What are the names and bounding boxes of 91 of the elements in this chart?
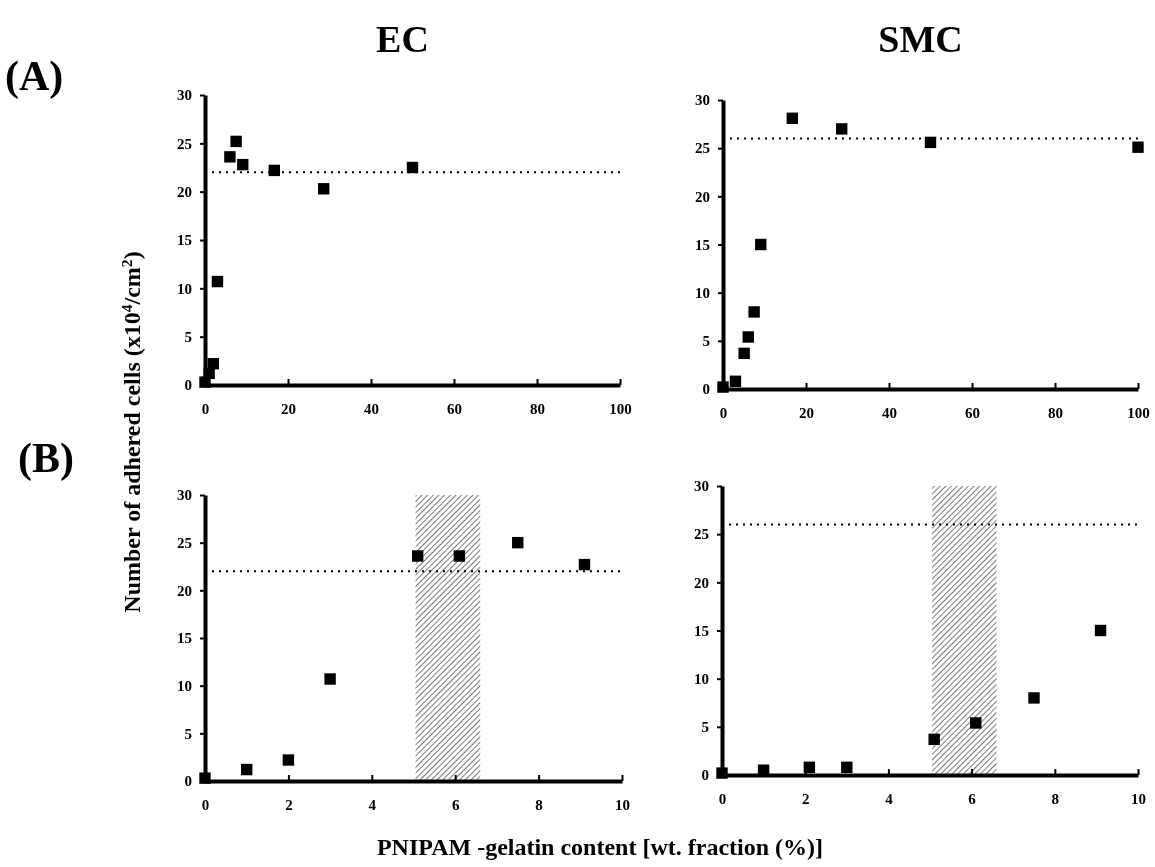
point	[928, 733, 940, 746]
y-tick-label: 15	[177, 630, 192, 647]
point	[803, 761, 816, 773]
point	[199, 772, 211, 784]
x-tick-label: 0	[718, 790, 727, 807]
y-tick-label: 25	[695, 140, 710, 157]
x-tick-label: 20	[799, 404, 814, 421]
x-axis-title: PNIPAM -gelatin content [wt. fraction (%)]	[376, 834, 824, 860]
y-tick-label: 0	[701, 767, 709, 784]
y-tick-label: 15	[694, 622, 709, 639]
y-tick-label: 10	[694, 670, 709, 687]
y-tick-label: 20	[695, 188, 710, 205]
point	[970, 717, 982, 729]
point	[317, 183, 330, 195]
point	[207, 358, 219, 370]
y-tick-label: 0	[184, 377, 192, 394]
y-tick-label: 10	[695, 284, 710, 301]
y-tick-label: 30	[177, 87, 192, 104]
point	[282, 754, 295, 766]
x-tick-label: 0	[719, 404, 728, 421]
point	[512, 536, 524, 549]
point	[729, 375, 742, 387]
y-tick-label: 30	[177, 487, 192, 504]
point	[237, 158, 249, 171]
x-tick-label: 0	[201, 796, 210, 813]
point	[268, 164, 281, 177]
y-tick-label: 5	[702, 333, 710, 350]
point	[1132, 141, 1144, 153]
point	[748, 306, 760, 318]
y-tick-label: 25	[177, 135, 192, 152]
y-tick-label: 20	[694, 574, 709, 591]
x-tick-label: 0	[201, 400, 210, 417]
x-tick-label: 40	[364, 400, 379, 417]
y-tick-label: 30	[694, 478, 709, 495]
x-tick-label: 100	[609, 400, 632, 417]
x-tick-label: 10	[1131, 790, 1146, 807]
chart-title: EC	[376, 18, 429, 60]
y-tick-label: 25	[694, 526, 709, 543]
y-tick-label: 30	[695, 92, 710, 109]
y-tick-label: 15	[177, 232, 192, 249]
point	[742, 331, 755, 343]
x-tick-label: 4	[368, 796, 377, 813]
point	[738, 347, 750, 360]
point	[835, 123, 848, 135]
x-tick-label: 60	[965, 404, 980, 421]
x-tick-label: 20	[281, 400, 296, 417]
x-tick-label: 10	[615, 796, 630, 813]
x-tick-label: 2	[285, 796, 293, 813]
x-tick-label: 100	[1127, 404, 1150, 421]
point	[411, 550, 424, 562]
y-tick-label: 15	[695, 236, 710, 253]
x-tick-label: 2	[801, 790, 810, 807]
point	[324, 673, 336, 685]
point	[224, 151, 236, 163]
point	[211, 275, 224, 288]
point	[453, 550, 466, 562]
x-tick-label: 80	[530, 400, 545, 417]
point	[841, 761, 853, 773]
y-tick-label: 10	[177, 280, 192, 297]
x-tick-label: 6	[451, 796, 460, 813]
y-tick-label: 5	[184, 328, 192, 345]
point	[1094, 624, 1107, 637]
y-tick-label: 20	[177, 582, 192, 599]
point	[717, 381, 729, 393]
x-tick-label: 60	[447, 400, 462, 417]
y-tick-label: 25	[177, 534, 192, 551]
y-tick-label: 10	[177, 677, 192, 694]
point	[203, 367, 215, 380]
y-tick-label: 0	[184, 773, 192, 790]
x-tick-label: 40	[882, 404, 897, 421]
point	[578, 558, 591, 571]
point	[924, 136, 937, 149]
point	[406, 161, 419, 174]
point	[241, 763, 253, 776]
x-tick-label: 4	[885, 790, 894, 807]
x-tick-label: 8	[1051, 790, 1060, 807]
chart-title: SMC	[878, 18, 963, 60]
point	[1028, 692, 1040, 704]
x-tick-label: 80	[1048, 404, 1063, 421]
text: (A)	[5, 53, 64, 100]
point	[230, 135, 242, 148]
text: (B)	[18, 435, 74, 482]
point	[755, 238, 767, 251]
y-tick-label: 5	[701, 719, 709, 736]
y-tick-label: 20	[177, 183, 192, 200]
point	[716, 767, 728, 779]
y-tick-label: 0	[702, 381, 710, 398]
x-tick-label: 6	[968, 790, 977, 807]
y-tick-label: 5	[184, 725, 192, 742]
x-tick-label: 8	[535, 796, 543, 813]
point	[786, 112, 799, 124]
